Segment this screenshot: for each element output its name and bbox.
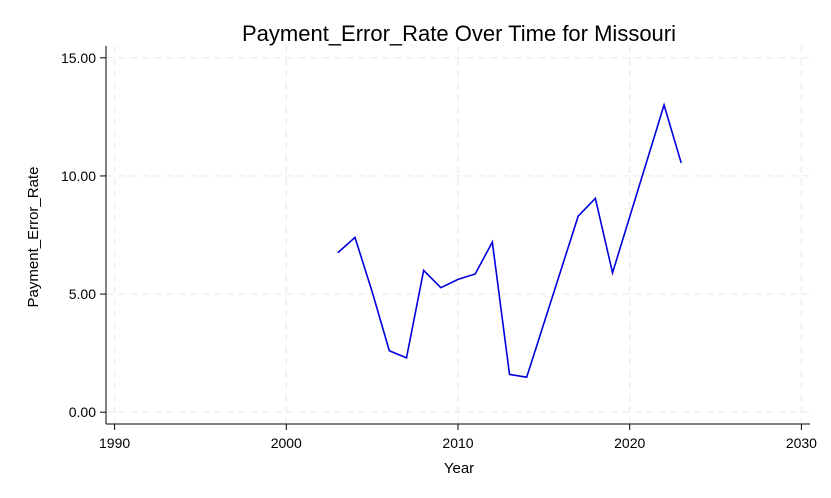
x-tick-label: 2010 (442, 435, 473, 451)
grid-lines (106, 46, 810, 424)
ticks: 1990 2000 2010 2020 2030 0.00 5.00 10.00 15.00 (61, 50, 817, 451)
y-tick-label: 10.00 (61, 168, 96, 184)
x-tick-label: 1990 (99, 435, 130, 451)
y-tick-label: 0.00 (69, 404, 96, 420)
y-tick-label: 5.00 (69, 286, 96, 302)
series-group (337, 102, 682, 379)
y-axis-label: Payment_Error_Rate (25, 167, 42, 308)
x-tick-label: 2030 (786, 435, 817, 451)
y-tick-label: 15.00 (61, 50, 96, 66)
x-axis-label: Year (444, 460, 474, 477)
x-tick-label: 2000 (271, 435, 302, 451)
axes (105, 46, 810, 425)
chart-title: Payment_Error_Rate Over Time for Missour… (242, 21, 676, 46)
x-tick-label: 2020 (614, 435, 645, 451)
series-line (337, 102, 682, 379)
